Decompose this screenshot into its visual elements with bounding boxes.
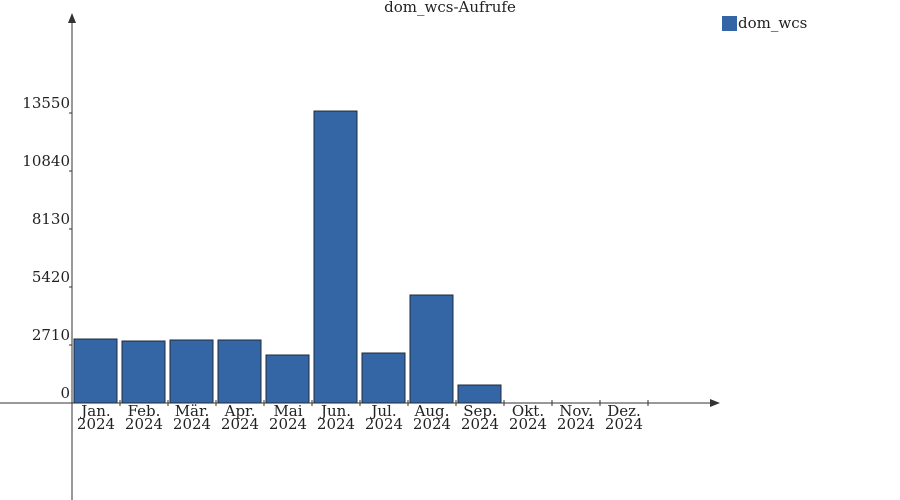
- x-tick-label: Feb. 2024: [124, 402, 164, 433]
- y-tick-label: 0: [60, 384, 70, 402]
- bar: [265, 354, 310, 404]
- bar: [313, 110, 358, 404]
- bar: [457, 384, 502, 404]
- x-tick-label: Jun. 2024: [316, 402, 356, 433]
- x-tick-label: Apr. 2024: [220, 402, 260, 433]
- x-axis-arrow: [710, 399, 720, 407]
- x-tick-label: Sep. 2024: [460, 402, 500, 433]
- x-tick-label: Jan. 2024: [76, 402, 116, 433]
- bar: [361, 352, 406, 404]
- x-tick-label: Aug. 2024: [412, 402, 452, 433]
- chart-title: dom_wcs-Aufrufe: [384, 0, 516, 16]
- y-tick-label: 2710: [32, 326, 70, 344]
- y-axis-arrow: [68, 13, 76, 23]
- x-tick-label: Nov. 2024: [556, 402, 596, 433]
- x-tick-label: Jul. 2024: [364, 402, 404, 433]
- x-tick-label: Mai 2024: [268, 402, 308, 433]
- legend-label: dom_wcs: [738, 14, 807, 32]
- bar: [121, 340, 166, 404]
- x-tick-label: Dez. 2024: [604, 402, 644, 433]
- x-tick-label: Mär. 2024: [172, 402, 212, 433]
- bar: [73, 338, 118, 404]
- legend-swatch: [722, 16, 737, 31]
- bar: [169, 339, 214, 404]
- bar: [409, 294, 454, 404]
- y-tick-label: 8130: [32, 210, 70, 228]
- x-tick-label: Okt. 2024: [508, 402, 548, 433]
- bar: [217, 339, 262, 404]
- y-tick-label: 13550: [22, 94, 70, 112]
- y-tick-label: 5420: [32, 268, 70, 286]
- y-tick-label: 10840: [22, 152, 70, 170]
